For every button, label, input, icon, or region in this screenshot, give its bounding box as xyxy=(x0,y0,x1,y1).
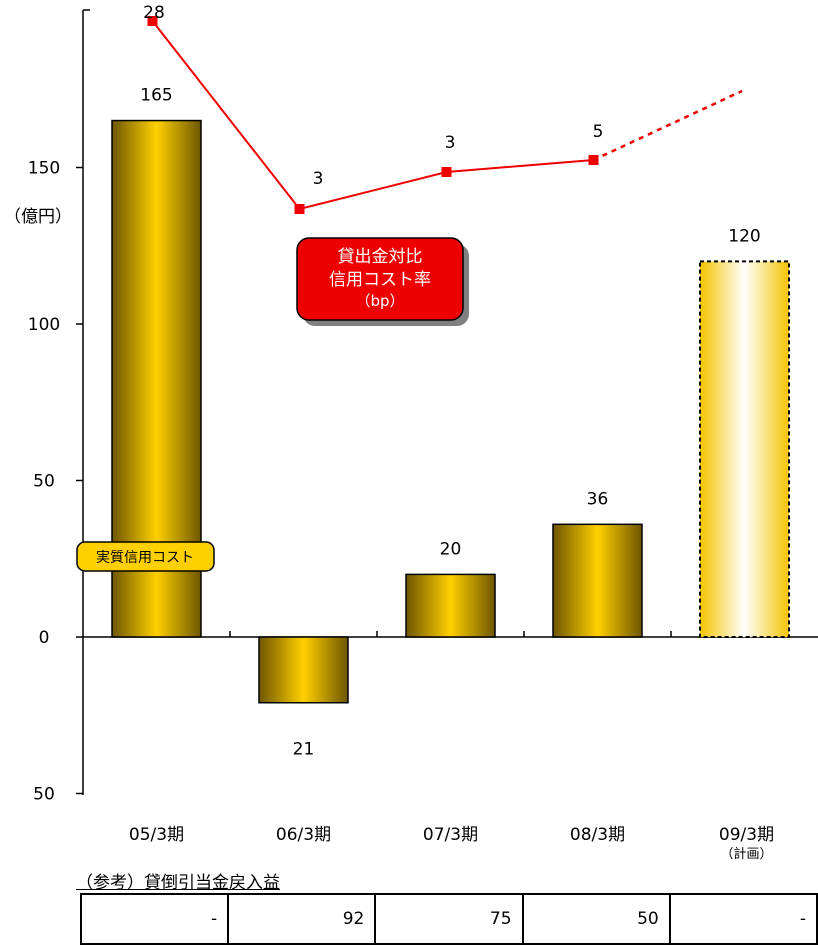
svg-text:実質信用コスト: 実質信用コスト xyxy=(96,550,194,566)
bar-value-label: 165 xyxy=(140,86,172,106)
bar-series-callout: 実質信用コスト xyxy=(76,541,215,572)
reference-cell: 50 xyxy=(521,893,671,945)
bar-value-label: 36 xyxy=(587,489,609,509)
line-value-label: 5 xyxy=(593,122,604,142)
line-point xyxy=(147,16,158,26)
svg-text:信用コスト率: 信用コスト率 xyxy=(329,270,431,290)
reference-cell: 92 xyxy=(227,893,377,945)
y-tick-label: 0 xyxy=(39,628,50,648)
reference-cell: - xyxy=(668,893,818,945)
reference-cell: 75 xyxy=(374,893,524,945)
y-tick-label: 50 xyxy=(33,472,55,492)
y-tick-label: 100 xyxy=(28,315,60,335)
x-tick-label: 06/3期 xyxy=(276,825,331,845)
reference-row: - 92 75 50 - xyxy=(79,893,818,945)
line-value-label: 3 xyxy=(445,133,456,153)
reference-cell: - xyxy=(79,893,230,945)
x-tick-label: 09/3期 xyxy=(719,825,774,845)
x-tick-label: 07/3期 xyxy=(423,825,478,845)
axes: 150 100 50 0 50 05/3期 06/3期 07/3期 08/3期 09/3期（計画） xyxy=(28,9,818,862)
bar-value-label: 20 xyxy=(440,539,462,559)
bar-value-label: 21 xyxy=(293,740,315,760)
line-point xyxy=(294,204,305,214)
bar xyxy=(552,523,643,638)
bars xyxy=(111,119,790,704)
line-path xyxy=(151,20,594,211)
line-plan-extension xyxy=(592,89,743,162)
line-point xyxy=(588,155,599,165)
x-tick-label: 05/3期 xyxy=(129,825,184,845)
line-series-callout: 貸出金対比 信用コスト率 （bp） xyxy=(296,237,469,326)
y-tick-label: 150 xyxy=(28,159,60,179)
line-value-label: 28 xyxy=(143,3,165,23)
reference-table: - 92 75 50 - xyxy=(79,893,818,945)
y-unit-label: （億円） xyxy=(4,207,72,227)
svg-text:（bp）: （bp） xyxy=(355,292,404,310)
bar xyxy=(699,260,790,638)
bar xyxy=(258,636,349,704)
labels: 165 21 20 36 120 28 3 3 5 xyxy=(140,3,760,760)
bar xyxy=(405,573,496,638)
y-tick-label: 50 xyxy=(33,785,55,805)
x-tick-note: （計画） xyxy=(720,846,772,862)
line-point xyxy=(441,167,452,177)
x-tick-label: 08/3期 xyxy=(570,825,625,845)
svg-text:貸出金対比: 貸出金対比 xyxy=(338,247,423,267)
chart: 150 100 50 0 50 05/3期 06/3期 07/3期 08/3期 09/3期（計画）… xyxy=(4,3,818,862)
line-series xyxy=(147,16,743,214)
line-value-label: 3 xyxy=(313,169,324,189)
bar-value-label: 120 xyxy=(728,226,760,246)
reference-title: （参考）貸倒引当金戻入益 xyxy=(76,873,280,893)
